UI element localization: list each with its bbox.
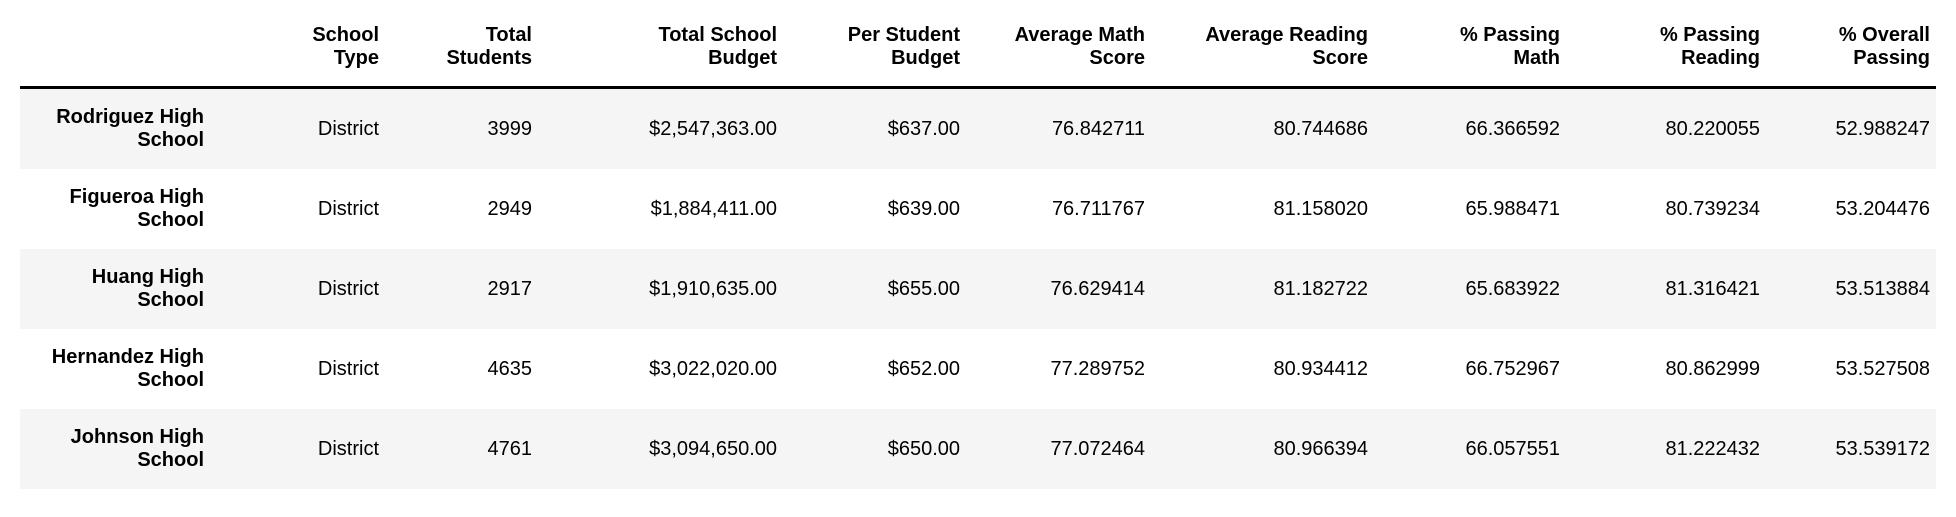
table-row: Johnson High School District 4761 $3,094,6… (20, 409, 1936, 489)
column-header-average-reading-score: Average Reading Score (1151, 0, 1374, 89)
cell: $3,094,650.00 (649, 437, 777, 460)
cell: 3999 (487, 117, 533, 140)
cell: $652.00 (887, 357, 960, 380)
header-row: School Type Total Students Total School … (20, 0, 1936, 89)
school-summary-table: School Type Total Students Total School … (20, 0, 1936, 489)
table-row: Rodriguez High School District 3999 $2,547… (20, 87, 1936, 169)
cell: 53.527508 (1835, 357, 1930, 380)
column-header-school-type: School Type (210, 0, 385, 89)
cell: $639.00 (887, 197, 960, 220)
cell: $2,547,363.00 (649, 117, 777, 140)
column-header-per-student-budget: Per Student Budget (783, 0, 966, 89)
cell: 52.988247 (1835, 117, 1930, 140)
column-header-total-students: Total Students (385, 0, 538, 89)
cell: District (317, 117, 379, 140)
cell: 4761 (487, 437, 533, 460)
cell: 80.739234 (1665, 197, 1760, 220)
cell: 80.220055 (1665, 117, 1760, 140)
cell: 81.158020 (1273, 197, 1368, 220)
cell: $650.00 (887, 437, 960, 460)
column-header-pct-passing-math: % Passing Math (1374, 0, 1566, 89)
cell: District (317, 277, 379, 300)
cell: District (317, 197, 379, 220)
table-row: Figueroa High School District 2949 $1,884,… (20, 169, 1936, 249)
column-header-average-math-score: Average Math Score (966, 0, 1151, 89)
table-body: Rodriguez High School District 3999 $2,547… (20, 87, 1936, 489)
row-label: Rodriguez High School (56, 106, 204, 151)
cell: 76.629414 (1050, 277, 1145, 300)
cell: District (317, 437, 379, 460)
cell: District (317, 357, 379, 380)
cell: 66.752967 (1465, 357, 1560, 380)
cell: 80.862999 (1665, 357, 1760, 380)
cell: 53.513884 (1835, 277, 1930, 300)
cell: 4635 (487, 357, 533, 380)
cell: 66.366592 (1465, 117, 1560, 140)
cell: 80.966394 (1273, 437, 1368, 460)
table-row: Huang High School District 2917 $1,910,635… (20, 249, 1936, 329)
cell: $655.00 (887, 277, 960, 300)
cell: 53.204476 (1835, 197, 1930, 220)
cell: 80.744686 (1273, 117, 1368, 140)
cell: $1,884,411.00 (650, 197, 777, 220)
cell: 81.316421 (1665, 277, 1760, 300)
cell: 81.222432 (1665, 437, 1760, 460)
cell: 65.683922 (1465, 277, 1560, 300)
table-row: Hernandez High School District 4635 $3,022… (20, 329, 1936, 409)
cell: 76.711767 (1051, 197, 1145, 220)
cell: 53.539172 (1835, 437, 1930, 460)
cell: $637.00 (887, 117, 960, 140)
row-label: Hernandez High School (51, 346, 204, 391)
cell: 65.988471 (1465, 197, 1560, 220)
index-corner-header (20, 0, 210, 89)
cell: $1,910,635.00 (649, 277, 777, 300)
row-label: Huang High School (91, 266, 204, 311)
cell: 81.182722 (1273, 277, 1368, 300)
cell: 66.057551 (1465, 437, 1560, 460)
cell: 2917 (487, 277, 533, 300)
row-label: Figueroa High School (69, 186, 204, 231)
cell: 77.072464 (1050, 437, 1145, 460)
column-header-pct-passing-reading: % Passing Reading (1566, 0, 1766, 89)
row-label: Johnson High School (70, 426, 204, 471)
cell: 2949 (487, 197, 533, 220)
cell: 76.842711 (1051, 117, 1145, 140)
cell: 77.289752 (1050, 357, 1145, 380)
column-header-pct-overall-passing: % Overall Passing (1766, 0, 1936, 89)
cell: $3,022,020.00 (649, 357, 777, 380)
cell: 80.934412 (1273, 357, 1368, 380)
column-header-total-school-budget: Total School Budget (538, 0, 783, 89)
table-header: School Type Total Students Total School … (20, 0, 1936, 89)
